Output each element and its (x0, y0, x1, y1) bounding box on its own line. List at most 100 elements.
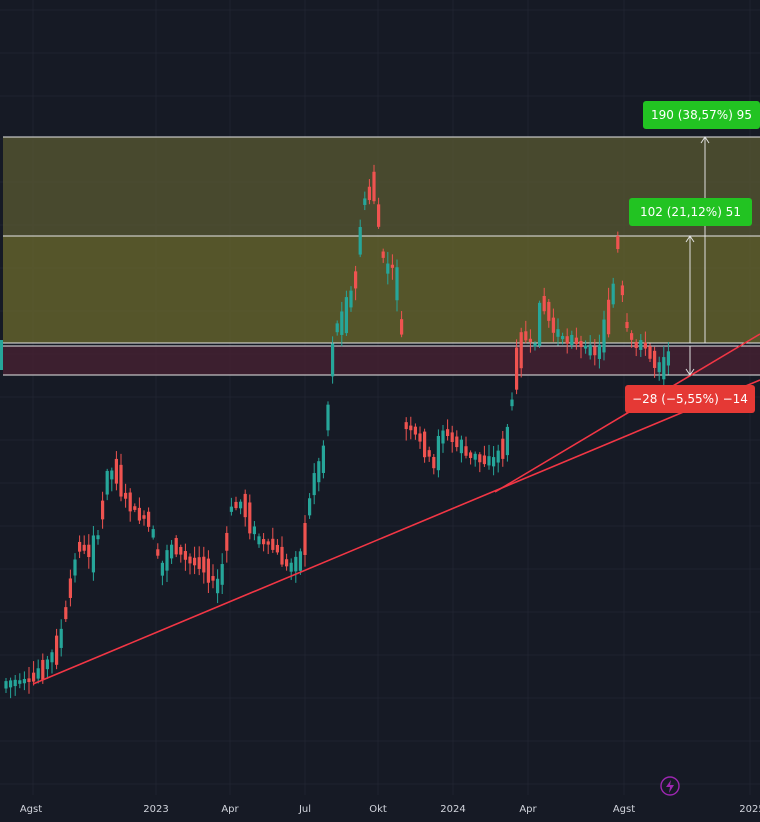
candle-20 (96, 535, 100, 540)
candle-140 (648, 346, 652, 359)
candle-50 (234, 501, 238, 509)
candle-30 (142, 515, 146, 519)
candle-78 (363, 198, 367, 205)
candle-47 (220, 564, 224, 585)
candle-103 (478, 454, 482, 463)
candle-7 (36, 668, 40, 679)
candle-11 (55, 635, 59, 665)
candle-62 (289, 562, 293, 572)
candle-15 (73, 559, 77, 576)
candle-132 (611, 283, 615, 305)
x-tick-label-4: Okt (369, 804, 387, 815)
candle-141 (653, 350, 657, 368)
measure-badges: 190 (38,57%) 95 102 (21,12%) 51 −28 (−5,55… (625, 101, 760, 413)
candle-6 (32, 672, 36, 682)
candle-48 (225, 532, 229, 551)
candle-57 (266, 541, 270, 545)
candle-37 (174, 538, 178, 555)
candle-2 (13, 679, 17, 687)
candle-133 (616, 235, 620, 250)
candle-115 (533, 343, 537, 347)
measure-arrows (685, 136, 710, 376)
trendline-lower (32, 379, 760, 685)
candle-125 (579, 340, 583, 348)
x-tick-label-8: 2025 (739, 804, 760, 815)
candle-8 (41, 659, 45, 680)
candle-108 (501, 438, 505, 459)
candle-4 (22, 679, 26, 684)
candle-142 (657, 362, 661, 373)
candle-120 (556, 329, 560, 337)
candle-65 (303, 523, 307, 555)
candle-45 (211, 576, 215, 581)
arrow-middle-head (685, 235, 695, 243)
lightning-icon[interactable] (660, 776, 680, 796)
candle-17 (82, 544, 86, 551)
candle-104 (482, 455, 486, 465)
candle-67 (312, 473, 316, 496)
candle-36 (170, 544, 174, 559)
candle-96 (446, 429, 450, 437)
candle-79 (367, 186, 371, 201)
badge-upper-label: 190 (38,57%) 95 (651, 108, 752, 122)
candle-112 (519, 332, 523, 369)
candle-56 (262, 539, 266, 545)
candle-18 (87, 544, 91, 558)
candle-31 (147, 511, 151, 527)
badge-lower (625, 385, 755, 413)
candle-114 (528, 338, 532, 342)
candle-64 (298, 551, 302, 571)
candle-123 (570, 334, 574, 346)
candle-91 (423, 431, 427, 458)
candle-118 (547, 301, 551, 321)
candle-88 (409, 425, 413, 431)
candle-105 (487, 456, 491, 466)
trendline-upper (494, 333, 760, 493)
candle-26 (124, 492, 128, 499)
candle-69 (321, 445, 325, 473)
candle-51 (239, 501, 243, 509)
candle-39 (183, 551, 187, 560)
candle-95 (441, 430, 445, 444)
candle-40 (188, 556, 192, 564)
candle-137 (634, 341, 638, 349)
candle-61 (285, 559, 289, 567)
candle-86 (400, 319, 404, 335)
badge-middle-label: 102 (21,12%) 51 (640, 205, 741, 219)
x-tick-label-3: Jul (298, 804, 311, 815)
x-axis: Agst 2023 Apr Jul Okt 2024 Apr Agst 2025 (20, 804, 760, 815)
candle-46 (216, 578, 220, 594)
candle-93 (432, 456, 436, 469)
candle-87 (404, 422, 408, 430)
candle-28 (133, 506, 137, 510)
candle-77 (358, 227, 362, 255)
candle-97 (450, 432, 454, 442)
candle-58 (271, 538, 275, 550)
candle-54 (252, 526, 256, 535)
candle-14 (68, 578, 72, 598)
candle-0 (4, 681, 8, 689)
candle-19 (91, 535, 95, 573)
candle-22 (105, 470, 109, 495)
candle-44 (206, 558, 210, 583)
candle-74 (344, 297, 348, 334)
candle-49 (229, 506, 233, 512)
lightning-bolt (666, 780, 674, 793)
candle-119 (551, 317, 555, 333)
candle-68 (317, 461, 321, 483)
candle-75 (349, 290, 353, 308)
x-tick-label-7: Agst (613, 804, 635, 815)
candle-110 (510, 399, 514, 407)
candle-27 (128, 492, 132, 512)
candle-85 (395, 267, 399, 301)
candle-35 (165, 550, 169, 571)
candle-117 (542, 295, 546, 312)
candle-21 (101, 500, 105, 520)
trendlines (32, 333, 760, 685)
candle-25 (119, 464, 123, 497)
candle-66 (308, 498, 312, 516)
candle-129 (597, 344, 601, 359)
candle-59 (275, 544, 279, 553)
candle-89 (413, 426, 417, 435)
